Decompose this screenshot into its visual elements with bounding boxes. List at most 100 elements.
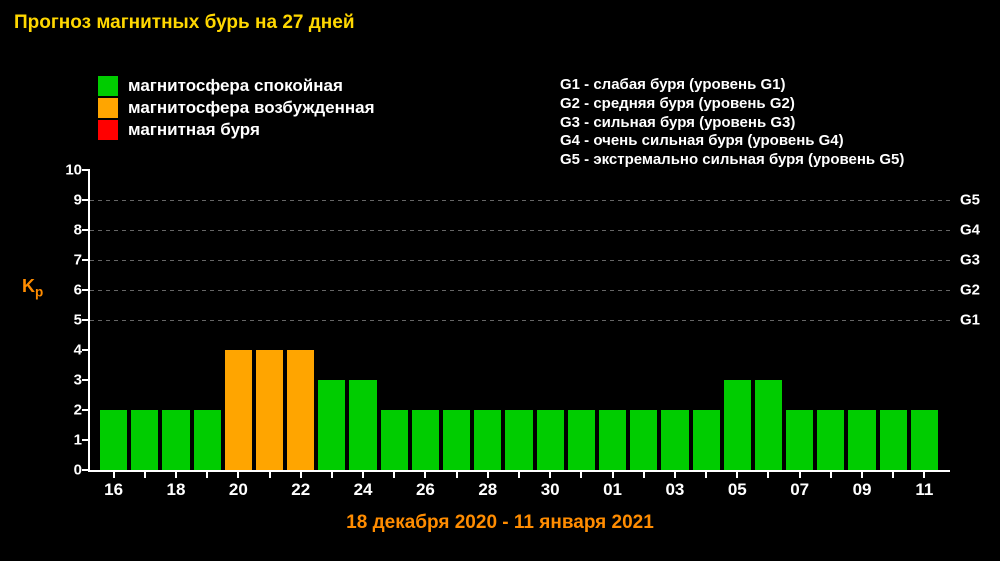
x-tick-label: 03 (665, 480, 684, 500)
g-level-label: G4 (960, 222, 980, 239)
chart-bar (817, 410, 844, 470)
y-tick-label: 5 (54, 312, 82, 329)
y-tick-label: 2 (54, 402, 82, 419)
chart-bar (755, 380, 782, 470)
x-tick-mark (580, 470, 582, 478)
chart-bar (786, 410, 813, 470)
x-tick-label: 26 (416, 480, 435, 500)
chart-bar (505, 410, 532, 470)
y-tick-label: 8 (54, 222, 82, 239)
x-tick-mark (892, 470, 894, 478)
chart-bar (630, 410, 657, 470)
legend-right-line: G1 - слабая буря (уровень G1) (560, 76, 904, 95)
y-tick-mark (82, 229, 90, 231)
legend-right-line: G2 - средняя буря (уровень G2) (560, 95, 904, 114)
legend-label: магнитосфера спокойная (128, 76, 343, 96)
g-level-line (90, 290, 950, 291)
x-tick-label: 05 (728, 480, 747, 500)
x-tick-mark (518, 470, 520, 478)
chart-title: Прогноз магнитных бурь на 27 дней (14, 12, 355, 34)
y-tick-label: 7 (54, 252, 82, 269)
legend-right-line: G5 - экстремально сильная буря (уровень … (560, 151, 904, 170)
chart-plot-area: 012345678910G1G2G3G4G5161820222426283001… (88, 170, 950, 472)
legend-swatch (98, 120, 118, 140)
legend-swatch (98, 76, 118, 96)
y-tick-mark (82, 289, 90, 291)
g-level-label: G2 (960, 282, 980, 299)
chart-bar (381, 410, 408, 470)
x-tick-label: 18 (166, 480, 185, 500)
chart-bar (194, 410, 221, 470)
g-level-line (90, 260, 950, 261)
y-axis-label: Kp (22, 276, 43, 300)
y-tick-mark (82, 169, 90, 171)
y-tick-label: 1 (54, 432, 82, 449)
g-level-label: G5 (960, 192, 980, 209)
legend-left: магнитосфера спокойнаямагнитосфера возбу… (98, 76, 375, 142)
chart-bar (848, 410, 875, 470)
chart-bar (225, 350, 252, 470)
legend-item: магнитная буря (98, 120, 375, 140)
x-tick-label: 30 (541, 480, 560, 500)
y-tick-label: 4 (54, 342, 82, 359)
y-tick-mark (82, 199, 90, 201)
x-tick-mark (923, 470, 925, 478)
x-tick-mark (830, 470, 832, 478)
chart-bar (131, 410, 158, 470)
chart-bar (568, 410, 595, 470)
y-tick-mark (82, 409, 90, 411)
x-tick-mark (206, 470, 208, 478)
legend-item: магнитосфера возбужденная (98, 98, 375, 118)
date-range-label: 18 декабря 2020 - 11 января 2021 (0, 512, 1000, 534)
y-tick-label: 9 (54, 192, 82, 209)
y-tick-mark (82, 439, 90, 441)
page-root: Прогноз магнитных бурь на 27 дней магнит… (0, 0, 1000, 561)
x-tick-mark (861, 470, 863, 478)
x-tick-mark (705, 470, 707, 478)
g-level-label: G3 (960, 252, 980, 269)
g-level-line (90, 200, 950, 201)
g-level-line (90, 230, 950, 231)
x-tick-mark (799, 470, 801, 478)
x-tick-label: 20 (229, 480, 248, 500)
x-tick-mark (424, 470, 426, 478)
x-tick-mark (612, 470, 614, 478)
legend-label: магнитосфера возбужденная (128, 98, 375, 118)
chart-bar (162, 410, 189, 470)
x-tick-label: 09 (853, 480, 872, 500)
x-tick-mark (674, 470, 676, 478)
x-tick-mark (736, 470, 738, 478)
y-tick-label: 3 (54, 372, 82, 389)
x-tick-label: 28 (478, 480, 497, 500)
x-tick-mark (643, 470, 645, 478)
chart-bar (880, 410, 907, 470)
x-tick-mark (331, 470, 333, 478)
x-tick-label: 22 (291, 480, 310, 500)
chart-bar (537, 410, 564, 470)
legend-swatch (98, 98, 118, 118)
x-tick-mark (549, 470, 551, 478)
chart-bar (100, 410, 127, 470)
x-tick-label: 11 (915, 480, 933, 500)
y-tick-mark (82, 319, 90, 321)
chart-bar (693, 410, 720, 470)
x-tick-mark (113, 470, 115, 478)
x-tick-mark (487, 470, 489, 478)
chart-bar (661, 410, 688, 470)
legend-right-line: G4 - очень сильная буря (уровень G4) (560, 132, 904, 151)
x-tick-label: 16 (104, 480, 123, 500)
x-tick-mark (393, 470, 395, 478)
y-tick-mark (82, 349, 90, 351)
chart-bar (911, 410, 938, 470)
chart-bar (443, 410, 470, 470)
y-tick-mark (82, 469, 90, 471)
x-tick-mark (175, 470, 177, 478)
legend-right-line: G3 - сильная буря (уровень G3) (560, 114, 904, 133)
legend-right: G1 - слабая буря (уровень G1)G2 - средня… (560, 76, 904, 170)
x-tick-mark (269, 470, 271, 478)
chart-bar (724, 380, 751, 470)
y-tick-label: 0 (54, 462, 82, 479)
x-tick-mark (144, 470, 146, 478)
x-tick-mark (300, 470, 302, 478)
g-level-label: G1 (960, 312, 980, 329)
